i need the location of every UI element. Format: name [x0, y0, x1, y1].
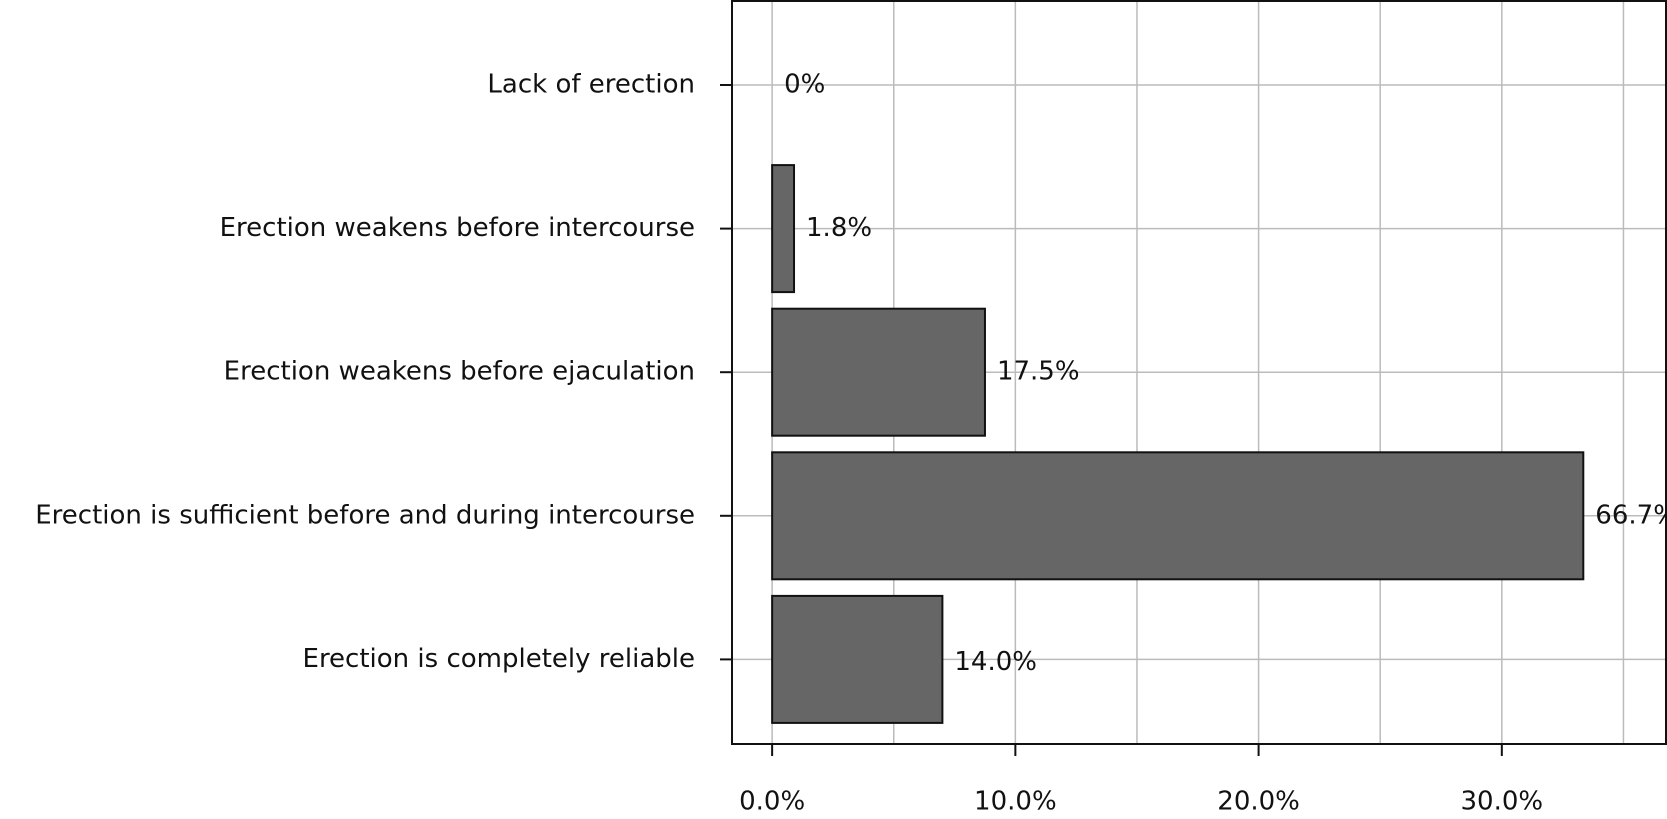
- bar: [771, 164, 796, 294]
- bar: [771, 451, 1585, 581]
- x-tick-label: 30.0%: [1461, 787, 1544, 816]
- y-tick-label: Erection weakens before intercourse: [220, 213, 695, 243]
- y-tick-label: Lack of erection: [487, 70, 695, 100]
- y-tick-label: Erection is sufficient before and during…: [35, 500, 695, 530]
- y-tick-label: Erection weakens before ejaculation: [224, 357, 695, 387]
- bar: [771, 594, 944, 724]
- value-label: 17.5%: [997, 357, 1080, 387]
- x-tick-label: 20.0%: [1217, 787, 1300, 816]
- value-label: 66.7%: [1595, 500, 1667, 530]
- value-label: 0%: [784, 70, 825, 100]
- value-label: 1.8%: [806, 213, 872, 243]
- x-tick-label: 10.0%: [974, 787, 1057, 816]
- value-label: 14.0%: [954, 647, 1037, 677]
- y-tick-label: Erection is completely reliable: [303, 644, 695, 674]
- bar: [771, 307, 986, 437]
- x-tick-label: 0.0%: [739, 787, 805, 816]
